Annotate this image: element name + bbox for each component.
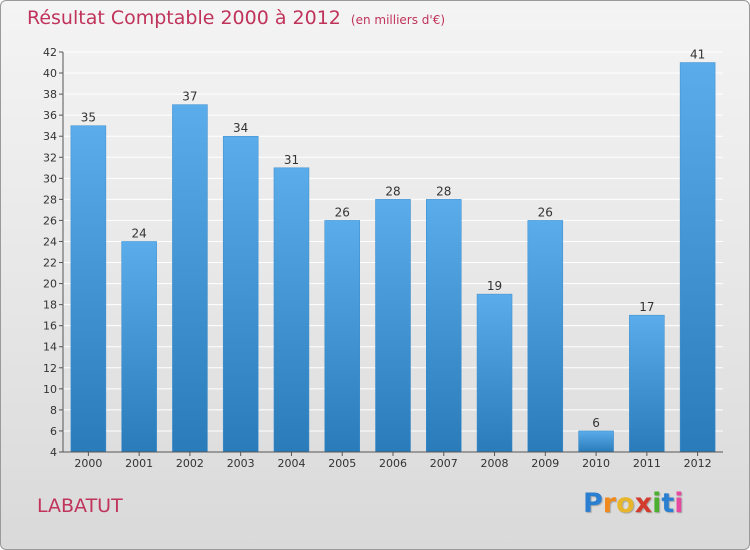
y-tick-label: 22 [43, 257, 57, 270]
bar [172, 104, 208, 453]
bar [375, 199, 411, 453]
bar [629, 314, 665, 453]
bar [324, 220, 360, 453]
x-tick-label: 2003 [227, 457, 255, 470]
data-label: 41 [690, 48, 705, 62]
data-label: 37 [182, 90, 197, 104]
y-tick-label: 6 [50, 425, 57, 438]
logo-letter: o [616, 488, 635, 519]
x-tick-label: 2005 [328, 457, 356, 470]
y-tick-label: 42 [43, 46, 57, 59]
y-tick-label: 12 [43, 362, 57, 375]
x-tick-label: 2010 [582, 457, 610, 470]
y-tick-label: 40 [43, 67, 57, 80]
data-label: 31 [284, 153, 299, 167]
x-tick-label: 2011 [633, 457, 661, 470]
data-label: 28 [385, 184, 400, 198]
chart-unit: (en milliers d'€) [350, 13, 446, 27]
y-tick-label: 36 [43, 109, 57, 122]
x-tick-label: 2000 [74, 457, 102, 470]
data-label: 35 [81, 111, 96, 125]
x-tick-label: 2007 [430, 457, 458, 470]
x-tick-label: 2002 [176, 457, 204, 470]
data-label: 24 [132, 226, 147, 240]
y-tick-label: 4 [50, 446, 57, 459]
logo-letter: r [602, 488, 617, 519]
bar [273, 167, 310, 453]
x-tick-label: 2004 [277, 457, 305, 470]
logo-letter: i [652, 488, 662, 519]
y-tick-label: 26 [43, 214, 57, 227]
y-tick-label: 34 [43, 130, 57, 143]
data-label: 6 [592, 416, 600, 430]
y-tick-label: 30 [43, 172, 57, 185]
bar [222, 135, 259, 453]
y-tick-label: 38 [43, 88, 57, 101]
commune-name: LABATUT [37, 495, 123, 517]
y-tick-label: 32 [43, 151, 57, 164]
bar [121, 241, 157, 453]
y-tick-label: 10 [43, 383, 57, 396]
data-label: 19 [487, 279, 502, 293]
data-label: 26 [538, 205, 553, 219]
proxiti-logo[interactable]: Proxiti [583, 488, 684, 519]
x-tick-label: 2009 [531, 457, 559, 470]
bar [578, 430, 614, 453]
logo-letter: x [634, 488, 653, 519]
bar [679, 62, 716, 453]
data-label: 26 [335, 205, 350, 219]
x-tick-label: 2008 [481, 457, 509, 470]
logo-letter: t [661, 488, 675, 519]
y-tick-label: 16 [43, 320, 57, 333]
x-tick-label: 2006 [379, 457, 407, 470]
x-tick-label: 2012 [684, 457, 712, 470]
y-tick-label: 28 [43, 193, 57, 206]
bar [426, 199, 462, 453]
data-label: 28 [436, 184, 451, 198]
logo-letter: P [583, 488, 603, 519]
bar [70, 125, 107, 453]
y-tick-label: 24 [43, 235, 57, 248]
chart-title-block: Résultat Comptable 2000 à 2012 (en millie… [27, 7, 445, 29]
y-tick-label: 20 [43, 278, 57, 291]
y-axis: 4 6 8 10 12 14 16 18 20 22 24 26 28 30 32 34 36 38 40 42 [43, 46, 64, 459]
y-tick-label: 18 [43, 299, 57, 312]
bar [527, 220, 564, 453]
bar [476, 293, 513, 453]
data-label: 34 [233, 121, 248, 135]
x-tick-label: 2001 [125, 457, 153, 470]
y-tick-label: 8 [50, 404, 57, 417]
y-tick-label: 14 [43, 341, 57, 354]
x-axis: 2000 2001 2002 2003 2004 2005 2006 2007 2008 2009… [63, 451, 723, 470]
chart-title: Résultat Comptable 2000 à 2012 [27, 7, 341, 29]
data-label: 17 [639, 300, 654, 314]
bars: 35 24 37 34 31 26 28 28 19 26 6 17 41 [70, 48, 716, 453]
logo-letter: i [674, 488, 684, 519]
